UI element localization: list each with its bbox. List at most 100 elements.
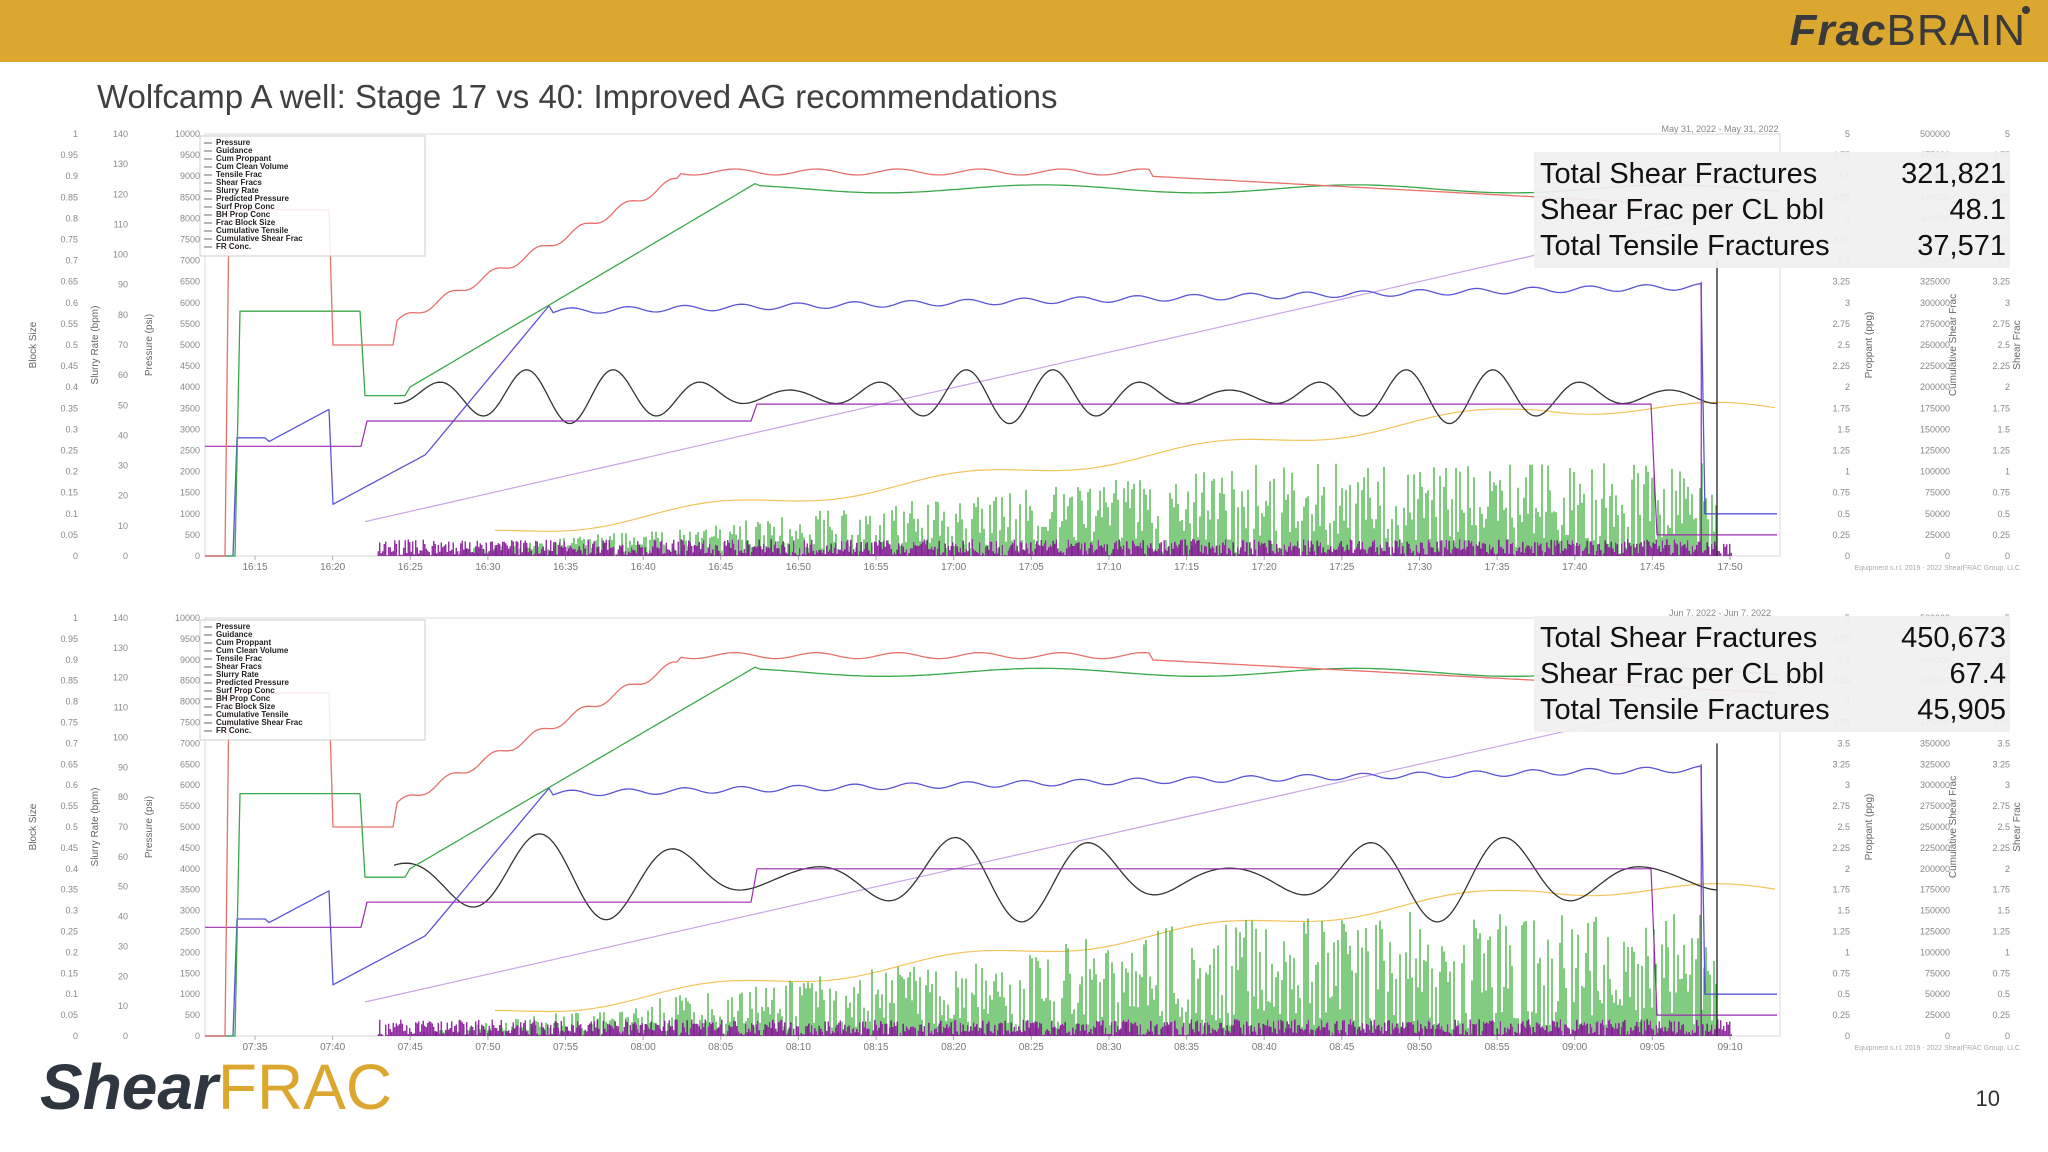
cum-shear-axis-tick: 175000 [1920, 885, 1950, 895]
x-tick-label: 08:10 [786, 1042, 811, 1053]
block-size-axis-tick: 0.7 [65, 256, 78, 266]
stat-value: 45,905 [1917, 694, 2006, 726]
x-tick-label: 08:40 [1252, 1042, 1277, 1053]
pressure-axis-tick: 4500 [180, 361, 200, 371]
legend-entry: Cumulative Shear Frac [216, 234, 303, 243]
prop-conc-axis-tick: 0 [1845, 551, 1850, 561]
legend-entry: Surf Prop Conc [216, 686, 275, 695]
block-size-axis-tick: 0.15 [60, 488, 78, 498]
stat-value: 37,571 [1917, 230, 2006, 262]
block-size-axis-tick: 1 [73, 613, 78, 623]
x-tick-label: 16:25 [398, 562, 423, 573]
pressure-axis-tick: 9000 [180, 171, 200, 181]
slurry-rate-axis-tick: 60 [118, 370, 128, 380]
pressure-axis-tick: 6500 [180, 759, 200, 769]
x-tick-label: 07:55 [553, 1042, 578, 1053]
slurry-rate-axis-tick: 130 [113, 643, 128, 653]
pressure-axis-tick: 6000 [180, 780, 200, 790]
shear-frac-axis-tick: 0 [2005, 551, 2010, 561]
legend-entry: Cum Clean Volume [216, 646, 289, 655]
cum-shear-axis-tick: 125000 [1920, 927, 1950, 937]
pressure-axis-tick: 9000 [180, 655, 200, 665]
cum-shear-axis-tick: 250000 [1920, 822, 1950, 832]
pressure-axis-tick: 8000 [180, 213, 200, 223]
shear-frac-axis-tick: 1.5 [1997, 906, 2010, 916]
shear-frac-title: Shear Frac [2012, 320, 2023, 369]
slurry-rate-line [205, 765, 1777, 1037]
tensile-frac-series [377, 539, 1732, 556]
stat-value: 450,673 [1901, 622, 2006, 654]
block-size-axis-tick: 0 [73, 551, 78, 561]
block-size-axis-tick: 0.4 [65, 382, 78, 392]
slurry-rate-title: Slurry Rate (bpm) [90, 306, 101, 385]
x-tick-label: 08:35 [1174, 1042, 1199, 1053]
prop-conc-axis-tick: 0.75 [1832, 488, 1850, 498]
shear-frac-axis-tick: 0.25 [1992, 1010, 2010, 1020]
pressure-axis-tick: 1500 [180, 968, 200, 978]
pressure-axis-tick: 2500 [180, 927, 200, 937]
pressure-axis-tick: 500 [185, 1010, 200, 1020]
prop-conc-axis-tick: 1 [1845, 467, 1850, 477]
date-range-label: May 31, 2022 - May 31, 2022 [1661, 124, 1778, 134]
slurry-rate-axis-tick: 30 [118, 941, 128, 951]
prop-conc-axis-tick: 2.75 [1832, 801, 1850, 811]
block-size-axis-tick: 0.25 [60, 927, 78, 937]
stat-row: Total Tensile Fractures 37,571 [1540, 228, 2006, 264]
x-tick-label: 09:00 [1562, 1042, 1587, 1053]
prop-conc-axis-tick: 3.25 [1832, 759, 1850, 769]
x-tick-label: 17:35 [1485, 562, 1510, 573]
stat-row: Total Shear Fractures 321,821 [1540, 156, 2006, 192]
shear-frac-axis-tick: 2 [2005, 864, 2010, 874]
block-size-axis-tick: 0.05 [60, 530, 78, 540]
prop-conc-axis-tick: 1.75 [1832, 403, 1850, 413]
slurry-rate-axis-tick: 20 [118, 971, 128, 981]
block-size-axis-tick: 0.1 [65, 989, 78, 999]
block-size-axis-tick: 0.35 [60, 885, 78, 895]
cum-shear-axis-tick: 75000 [1925, 488, 1950, 498]
pressure-axis-tick: 3500 [180, 885, 200, 895]
prop-conc-axis-tick: 2.5 [1837, 340, 1850, 350]
legend-entry: Pressure [216, 622, 251, 631]
cum-shear-axis-tick: 75000 [1925, 968, 1950, 978]
shear-frac-axis-tick: 2.5 [1997, 340, 2010, 350]
legend-entry: BH Prop Conc [216, 694, 271, 703]
shear-fracs-series [395, 912, 1717, 1036]
pressure-axis-tick: 7500 [180, 718, 200, 728]
pressure-axis-tick: 5500 [180, 801, 200, 811]
cum-shear-axis-tick: 225000 [1920, 361, 1950, 371]
shear-frac-axis-tick: 1 [2005, 467, 2010, 477]
legend-entry: Guidance [216, 146, 253, 155]
legend-box [199, 619, 426, 741]
shear-frac-axis-tick: 1.75 [1992, 403, 2010, 413]
shear-frac-axis-tick: 2 [2005, 382, 2010, 392]
shear-frac-axis-tick: 1.25 [1992, 927, 2010, 937]
slurry-rate-axis-tick: 80 [118, 310, 128, 320]
cum-shear-axis-tick: 500000 [1920, 129, 1950, 139]
x-tick-label: 07:35 [242, 1042, 267, 1053]
x-tick-label: 16:30 [475, 562, 500, 573]
cum-shear-axis-tick: 25000 [1925, 530, 1950, 540]
x-tick-label: 08:50 [1407, 1042, 1432, 1053]
cum-shear-axis-tick: 350000 [1920, 738, 1950, 748]
cum-shear-axis-tick: 100000 [1920, 467, 1950, 477]
x-tick-label: 08:45 [1329, 1042, 1354, 1053]
x-tick-label: 17:30 [1407, 562, 1432, 573]
x-tick-label: 16:20 [320, 562, 345, 573]
cum-shear-axis-tick: 25000 [1925, 1010, 1950, 1020]
pressure-line [205, 168, 1778, 557]
cum-shear-axis-tick: 150000 [1920, 906, 1950, 916]
block-size-axis-tick: 0.3 [65, 906, 78, 916]
pressure-axis-tick: 4500 [180, 843, 200, 853]
legend-entry: Cum Clean Volume [216, 162, 289, 171]
block-size-axis-tick: 0.6 [65, 780, 78, 790]
legend-entry: Cum Proppant [216, 154, 271, 163]
legend-entry: Slurry Rate [216, 186, 259, 195]
pressure-axis-tick: 9500 [180, 634, 200, 644]
x-tick-label: 16:45 [708, 562, 733, 573]
slurry-rate-axis-tick: 30 [118, 461, 128, 471]
x-tick-label: 17:15 [1174, 562, 1199, 573]
block-size-axis-tick: 0.85 [60, 192, 78, 202]
shear-frac-axis-tick: 1 [2005, 947, 2010, 957]
cum-shear-axis-tick: 0 [1945, 1031, 1950, 1041]
pressure-axis-tick: 8000 [180, 697, 200, 707]
